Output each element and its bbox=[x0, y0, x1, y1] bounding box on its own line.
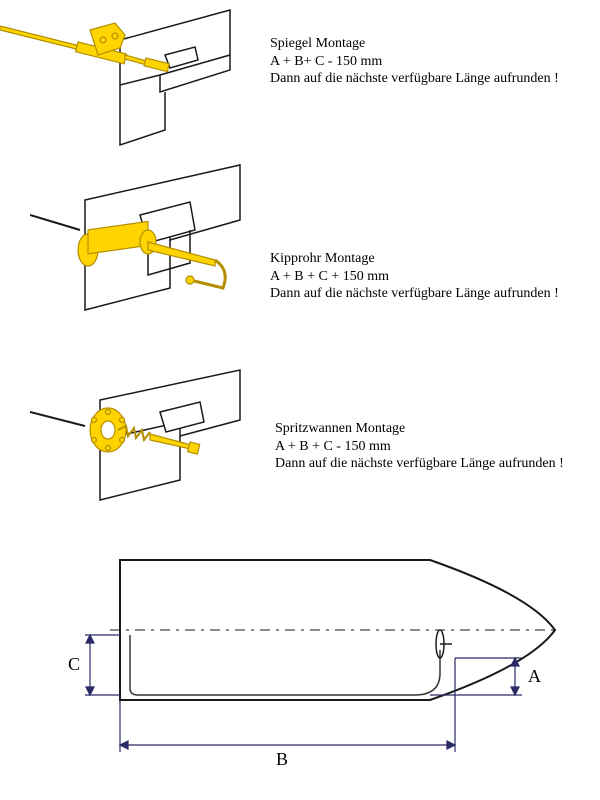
illus-spritzwannen bbox=[30, 360, 260, 510]
title-kipprohr: Kipprohr Montage bbox=[270, 250, 559, 268]
page: Spiegel Montage A + B+ C - 150 mm Dann a… bbox=[0, 0, 600, 800]
label-c: C bbox=[68, 654, 80, 674]
note-kipprohr: Dann auf die nächste verfügbare Länge au… bbox=[270, 285, 559, 303]
note-spritzwannen: Dann auf die nächste verfügbare Länge au… bbox=[275, 455, 564, 473]
formula-spiegel: A + B+ C - 150 mm bbox=[270, 53, 559, 71]
illus-spiegel bbox=[0, 0, 250, 150]
text-spiegel: Spiegel Montage A + B+ C - 150 mm Dann a… bbox=[270, 35, 559, 88]
label-b: B bbox=[276, 749, 288, 769]
text-spritzwannen: Spritzwannen Montage A + B + C - 150 mm … bbox=[275, 420, 564, 473]
title-spritzwannen: Spritzwannen Montage bbox=[275, 420, 564, 438]
illus-kipprohr bbox=[30, 160, 260, 330]
note-spiegel: Dann auf die nächste verfügbare Länge au… bbox=[270, 70, 559, 88]
title-spiegel: Spiegel Montage bbox=[270, 35, 559, 53]
label-a: A bbox=[528, 666, 541, 686]
boat-diagram: C B A bbox=[60, 540, 560, 780]
formula-kipprohr: A + B + C + 150 mm bbox=[270, 268, 559, 286]
formula-spritzwannen: A + B + C - 150 mm bbox=[275, 438, 564, 456]
text-kipprohr: Kipprohr Montage A + B + C + 150 mm Dann… bbox=[270, 250, 559, 303]
